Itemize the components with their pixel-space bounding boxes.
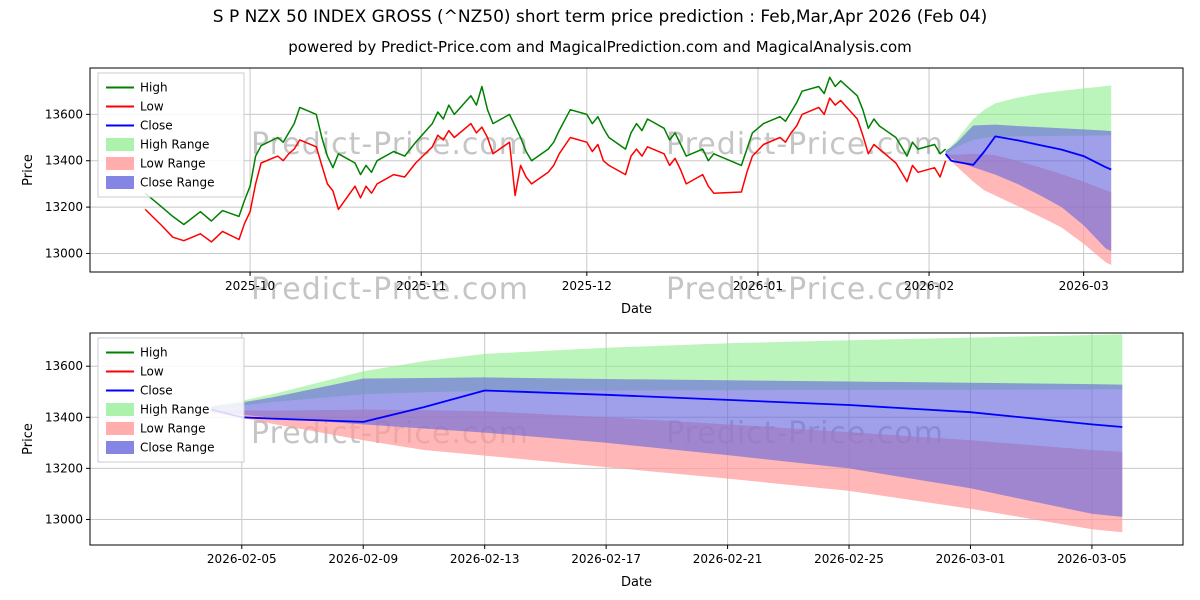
x-tick-label: 2025-10 [225, 279, 275, 293]
figure-subtitle: powered by Predict-Price.com and Magical… [288, 38, 912, 56]
price-history-chart: Predict-Price.com Predict-Price.com Predic… [21, 67, 1184, 317]
legend-patch-swatch [106, 422, 134, 435]
x-tick-label: 2026-02-05 [207, 552, 277, 566]
y-tick-label: 13600 [45, 107, 83, 121]
y-tick-label: 13200 [45, 200, 83, 214]
x-axis-label: Date [621, 575, 652, 590]
y-tick-label: 13000 [45, 246, 83, 260]
watermark-text: Predict-Price.com [666, 127, 944, 162]
x-tick-label: 2026-01 [733, 279, 783, 293]
x-tick-label: 2026-02 [904, 279, 954, 293]
x-tick-label: 2026-02-09 [328, 552, 398, 566]
x-axis-label: Date [621, 302, 652, 317]
figure-title: S P NZX 50 INDEX GROSS (^NZ50) short ter… [212, 7, 988, 27]
legend-label: Low Range [140, 157, 205, 171]
prediction-zoom-chart: Predict-Price.comPredict-Price.com2026-0… [21, 332, 1184, 590]
legend-label: High Range [140, 403, 209, 417]
x-tick-label: 2026-03 [1059, 279, 1109, 293]
x-tick-label: 2026-02-13 [450, 552, 520, 566]
watermark-text: Predict-Price.com [251, 127, 529, 162]
x-tick-label: 2025-12 [562, 279, 612, 293]
x-tick-label: 2026-02-25 [814, 552, 884, 566]
legend-label: Close [140, 119, 173, 133]
close-range-band [211, 377, 1123, 517]
legend-patch-swatch [106, 138, 134, 151]
legend-label: Close [140, 384, 173, 398]
legend-label: Close Range [140, 441, 215, 455]
y-axis-label: Price [21, 154, 36, 186]
legend-patch-swatch [106, 403, 134, 416]
x-tick-label: 2026-02-17 [571, 552, 641, 566]
y-tick-label: 13400 [45, 154, 83, 168]
high-line [144, 76, 947, 226]
legend-patch-swatch [106, 441, 134, 454]
legend-label: High Range [140, 138, 209, 152]
y-tick-label: 13000 [45, 512, 83, 526]
x-tick-label: 2026-02-21 [693, 552, 763, 566]
legend-patch-swatch [106, 176, 134, 189]
watermark-text: Predict-Price.com [666, 272, 944, 307]
y-tick-label: 13200 [45, 461, 83, 475]
watermark-text: Predict-Price.com [251, 272, 529, 307]
x-tick-label: 2025-11 [396, 279, 446, 293]
legend-label: High [140, 81, 168, 95]
y-axis-label: Price [21, 423, 36, 455]
x-tick-label: 2026-03-05 [1057, 552, 1127, 566]
close-line [211, 389, 1123, 428]
legend-patch-swatch [106, 157, 134, 170]
close-line [944, 135, 1112, 171]
plot-border [89, 332, 1184, 546]
y-tick-label: 13400 [45, 410, 83, 424]
legend-label: Low Range [140, 422, 205, 436]
legend-label: Low [140, 365, 164, 379]
legend-label: Low [140, 100, 164, 114]
low-line [144, 97, 947, 243]
y-tick-label: 13600 [45, 359, 83, 373]
plot-border [89, 67, 1184, 273]
x-tick-label: 2026-03-01 [936, 552, 1006, 566]
legend-label: High [140, 346, 168, 360]
close-range-band [945, 124, 1112, 252]
legend-label: Close Range [140, 176, 215, 190]
